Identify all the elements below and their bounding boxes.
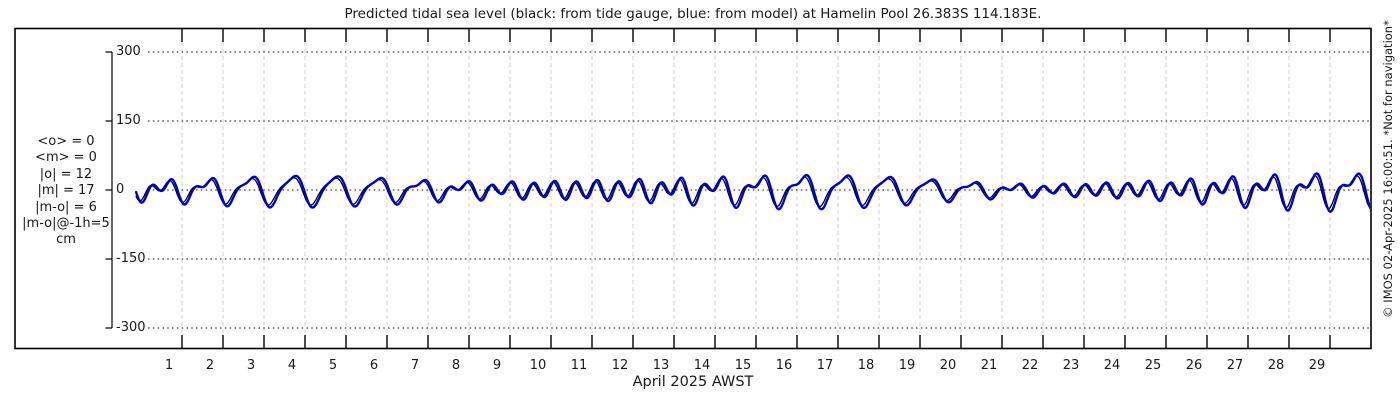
y-tick-label--300: -300 <box>116 320 146 335</box>
x-tick-label-day-19: 19 <box>898 358 916 373</box>
x-tick-label-day-25: 25 <box>1144 358 1162 373</box>
x-tick-label-day-13: 13 <box>652 358 670 373</box>
x-tick-label-day-29: 29 <box>1308 358 1326 373</box>
x-tick-label-day-4: 4 <box>287 358 297 373</box>
x-tick-label-day-8: 8 <box>451 358 461 373</box>
x-tick-label-day-18: 18 <box>857 358 875 373</box>
stats-line: <m> = 0 <box>35 150 97 166</box>
y-tick-label-0: 0 <box>116 182 125 197</box>
y-tick-label-300: 300 <box>116 44 141 59</box>
x-tick-label-day-15: 15 <box>734 358 752 373</box>
y-tick-label--150: -150 <box>116 251 146 266</box>
x-tick-label-day-17: 17 <box>816 358 834 373</box>
plot-frame <box>14 27 1372 350</box>
x-tick-label-day-3: 3 <box>246 358 256 373</box>
chart-title: Predicted tidal sea level (black: from t… <box>344 6 1042 22</box>
x-tick-label-day-26: 26 <box>1185 358 1203 373</box>
stats-annotation-panel: <o> = 0 <m> = 0 |o| = 12 |m| = 17 |m-o| = 6 |… <box>8 134 124 249</box>
x-tick-label-day-27: 27 <box>1226 358 1244 373</box>
x-tick-label-day-7: 7 <box>410 358 420 373</box>
x-tick-label-day-16: 16 <box>775 358 793 373</box>
x-tick-label-day-22: 22 <box>1021 358 1039 373</box>
x-tick-label-day-5: 5 <box>328 358 338 373</box>
x-tick-label-day-10: 10 <box>529 358 547 373</box>
x-tick-label-day-9: 9 <box>492 358 502 373</box>
imos-watermark-text: © IMOS 02-Apr-2025 16:00:51. *Not for na… <box>1381 20 1395 318</box>
x-tick-label-day-14: 14 <box>693 358 711 373</box>
x-tick-label-day-1: 1 <box>164 358 174 373</box>
stats-line: cm <box>56 232 76 248</box>
x-tick-label-day-2: 2 <box>205 358 215 373</box>
y-tick-label-150: 150 <box>116 113 141 128</box>
x-tick-label-day-24: 24 <box>1103 358 1121 373</box>
stats-line: |o| = 12 <box>39 166 93 182</box>
stats-line: <o> = 0 <box>37 134 95 149</box>
x-tick-label-day-20: 20 <box>939 358 957 373</box>
series-model <box>134 172 1370 213</box>
x-tick-label-day-6: 6 <box>369 358 379 373</box>
stats-line: |m-o|@-1h=5 <box>22 216 110 232</box>
x-tick-label-day-21: 21 <box>980 358 998 373</box>
x-tick-label-day-11: 11 <box>570 358 588 373</box>
x-axis-title: April 2025 AWST <box>632 374 754 390</box>
stats-line: |m| = 17 <box>37 183 95 199</box>
x-tick-label-day-28: 28 <box>1267 358 1285 373</box>
x-tick-label-day-12: 12 <box>611 358 629 373</box>
stats-line: |m-o| = 6 <box>35 199 97 215</box>
x-tick-label-day-23: 23 <box>1062 358 1080 373</box>
